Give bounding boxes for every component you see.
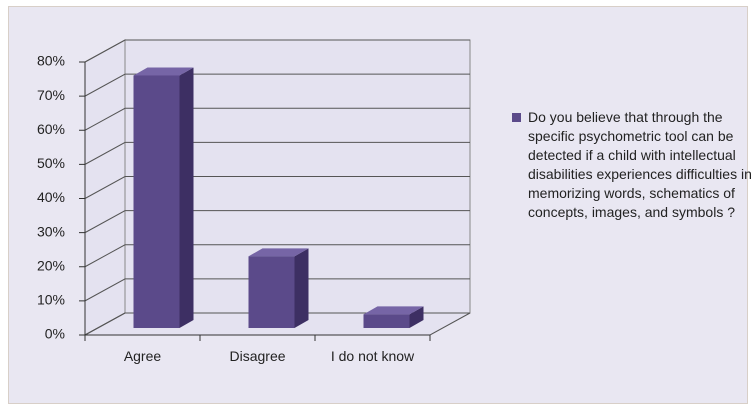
y-tick-label: 50% xyxy=(37,155,65,171)
grid-line xyxy=(84,73,470,97)
grid-line xyxy=(84,107,470,131)
legend-marker xyxy=(512,113,521,122)
bar xyxy=(133,75,180,328)
legend-label: Do you believe that through the specific… xyxy=(528,109,752,220)
bar-side xyxy=(409,306,424,328)
bar-side xyxy=(294,248,309,328)
x-tick-label: Disagree xyxy=(229,348,286,364)
bar-top xyxy=(248,248,309,257)
x-tick-label: I do not know xyxy=(330,348,415,364)
y-tick-label: 80% xyxy=(37,53,65,69)
bar xyxy=(363,314,410,328)
grid-line xyxy=(84,278,470,302)
y-tick-label: 10% xyxy=(37,292,65,308)
legend: Do you believe that through the specific… xyxy=(512,108,756,222)
y-tick-label: 30% xyxy=(37,223,65,239)
grid-line xyxy=(84,210,470,234)
y-tick-label: 40% xyxy=(37,189,65,205)
grid-line xyxy=(84,244,470,268)
y-tick-label: 20% xyxy=(37,257,65,273)
y-tick-label: 60% xyxy=(37,121,65,137)
bar-top xyxy=(133,67,194,76)
grid-line xyxy=(84,141,470,165)
grid-line xyxy=(84,39,470,63)
bar-side xyxy=(179,67,194,328)
y-tick-label: 70% xyxy=(37,87,65,103)
grid-line xyxy=(84,176,470,199)
bar xyxy=(248,256,295,328)
y-tick-label: 0% xyxy=(45,326,65,342)
grid-line xyxy=(84,312,470,336)
x-tick-label: Agree xyxy=(123,348,162,364)
bar-top xyxy=(363,306,424,315)
